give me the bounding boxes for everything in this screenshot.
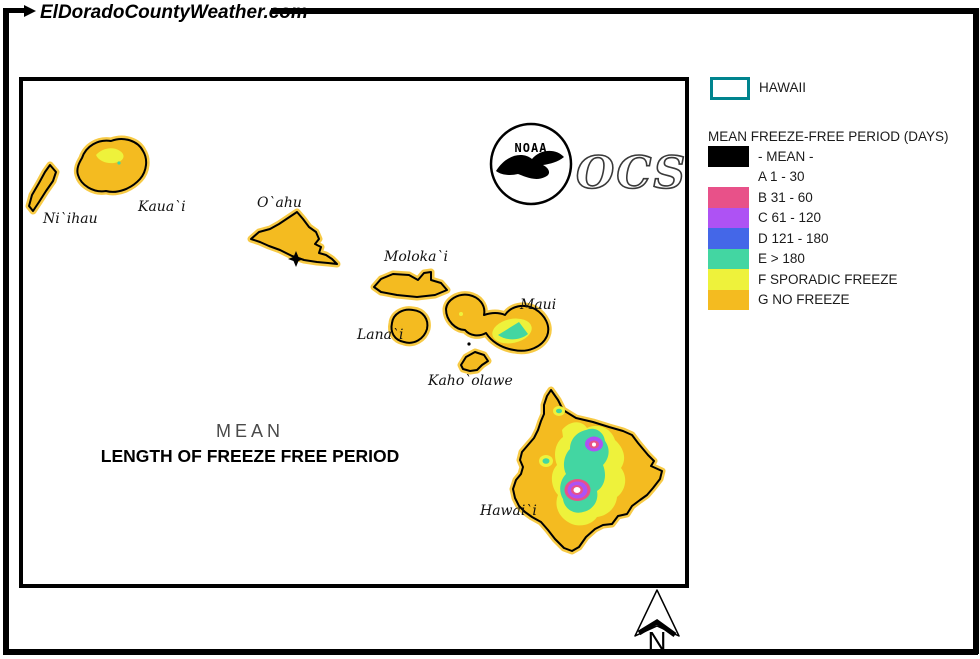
legend-label-c: C 61 - 120	[758, 210, 822, 226]
legend-label-a: A 1 - 30	[758, 169, 805, 185]
legend-label-g: G NO FREEZE	[758, 292, 850, 308]
legend-row-mean: - MEAN -	[708, 146, 898, 167]
molokini-dot	[467, 342, 471, 346]
legend-swatch-b	[708, 187, 749, 208]
legend-swatch-a	[708, 166, 749, 187]
island-kahoolawe	[461, 352, 488, 371]
legend-row-c: C 61 - 120	[708, 207, 898, 228]
maui-freeze-zone	[498, 322, 528, 340]
legend-row-e: E > 180	[708, 248, 898, 269]
island-label-hawaii: Hawai`i	[480, 503, 537, 519]
island-maui	[446, 295, 548, 351]
legend-label-e: E > 180	[758, 251, 805, 267]
kauai-freeze-zone-dot	[117, 161, 121, 165]
legend-row-d: D 121 - 180	[708, 228, 898, 249]
island-label-oahu: O`ahu	[257, 195, 302, 211]
legend-row-a: A 1 - 30	[708, 166, 898, 187]
island-oahu	[251, 212, 337, 267]
legend-row-b: B 31 - 60	[708, 187, 898, 208]
island-label-niihau: Ni`ihau	[43, 211, 98, 227]
map-svg	[23, 81, 685, 584]
island-label-maui: Maui	[520, 297, 557, 313]
island-label-lanai: Lana`i	[357, 327, 404, 343]
noaa-text: NOAA	[515, 141, 548, 155]
island-label-kauai: Kaua`i	[138, 199, 186, 215]
legend-title: MEAN FREEZE-FREE PERIOD (DAYS)	[708, 129, 949, 144]
island-hawaii	[513, 390, 662, 551]
island-label-molokai: Moloka`i	[384, 249, 448, 265]
map-title: MEAN LENGTH OF FREEZE FREE PERIOD	[90, 421, 410, 467]
legend-row-f: F SPORADIC FREEZE	[708, 269, 898, 290]
legend-swatch-mean	[708, 146, 749, 167]
kauai-sporadic-freeze-zone	[96, 148, 124, 164]
legend-swatch-c	[708, 207, 749, 228]
legend: - MEAN - A 1 - 30 B 31 - 60 C 61 - 120 D…	[708, 146, 898, 310]
island-niihau	[29, 165, 56, 211]
page-border-top-left	[3, 8, 24, 13]
mauna-kea-summit	[592, 442, 596, 447]
legend-hawaii-label: HAWAII	[759, 80, 806, 95]
ocs-logo: OCS	[575, 147, 688, 200]
map-title-line1: MEAN	[215, 421, 284, 441]
legend-swatch-g	[708, 289, 749, 310]
page-border-left	[3, 8, 9, 654]
legend-label-f: F SPORADIC FREEZE	[758, 271, 898, 287]
legend-hawaii-box	[710, 77, 750, 100]
legend-label-b: B 31 - 60	[758, 189, 813, 205]
kohala-spot	[556, 408, 562, 414]
legend-label-mean: - MEAN -	[758, 148, 814, 164]
legend-swatch-e	[708, 248, 749, 269]
compass-label: N	[648, 626, 667, 653]
legend-label-d: D 121 - 180	[758, 230, 829, 246]
north-arrow-icon: N	[634, 589, 680, 653]
island-label-kahoolawe: Kaho`olawe	[428, 373, 513, 389]
noaa-logo: NOAA	[489, 122, 573, 206]
noaa-bird-icon	[496, 150, 564, 179]
site-title: ElDoradoCountyWeather.com	[40, 2, 308, 23]
legend-row-g: G NO FREEZE	[708, 289, 898, 310]
legend-swatch-d	[708, 228, 749, 249]
island-kauai	[77, 139, 146, 192]
page-border-right	[973, 8, 979, 654]
map-title-line2: LENGTH OF FREEZE FREE PERIOD	[100, 446, 400, 466]
mauna-loa-summit	[573, 487, 581, 493]
page-border-bottom	[3, 649, 978, 655]
hualalai-spot	[542, 458, 550, 464]
maui-west-dot	[459, 312, 463, 316]
legend-swatch-f	[708, 269, 749, 290]
island-molokai	[374, 272, 447, 297]
header-arrow-icon	[24, 5, 36, 17]
honolulu-star-icon	[288, 251, 304, 267]
page-border-top-right	[271, 8, 973, 14]
